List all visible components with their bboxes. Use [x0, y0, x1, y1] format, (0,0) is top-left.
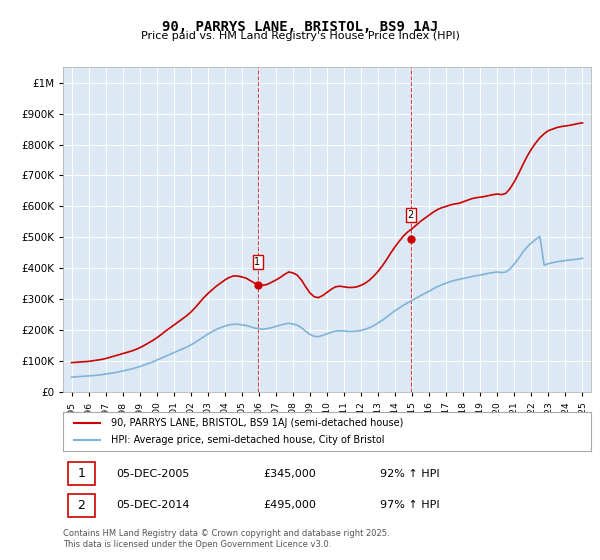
Text: 05-DEC-2005: 05-DEC-2005	[116, 469, 189, 479]
Text: 90, PARRYS LANE, BRISTOL, BS9 1AJ: 90, PARRYS LANE, BRISTOL, BS9 1AJ	[162, 20, 438, 34]
FancyBboxPatch shape	[68, 462, 95, 486]
Text: HPI: Average price, semi-detached house, City of Bristol: HPI: Average price, semi-detached house,…	[110, 435, 384, 445]
FancyBboxPatch shape	[68, 493, 95, 517]
Text: 90, PARRYS LANE, BRISTOL, BS9 1AJ (semi-detached house): 90, PARRYS LANE, BRISTOL, BS9 1AJ (semi-…	[110, 418, 403, 428]
Text: £345,000: £345,000	[263, 469, 316, 479]
Text: 1: 1	[254, 256, 260, 267]
Text: 97% ↑ HPI: 97% ↑ HPI	[380, 500, 439, 510]
Text: 05-DEC-2014: 05-DEC-2014	[116, 500, 190, 510]
Text: 1: 1	[77, 467, 85, 480]
Text: 2: 2	[77, 498, 85, 512]
Text: Price paid vs. HM Land Registry's House Price Index (HPI): Price paid vs. HM Land Registry's House …	[140, 31, 460, 41]
Text: Contains HM Land Registry data © Crown copyright and database right 2025.
This d: Contains HM Land Registry data © Crown c…	[63, 529, 389, 549]
Text: 2: 2	[407, 211, 414, 220]
Text: 92% ↑ HPI: 92% ↑ HPI	[380, 469, 439, 479]
Text: £495,000: £495,000	[263, 500, 317, 510]
